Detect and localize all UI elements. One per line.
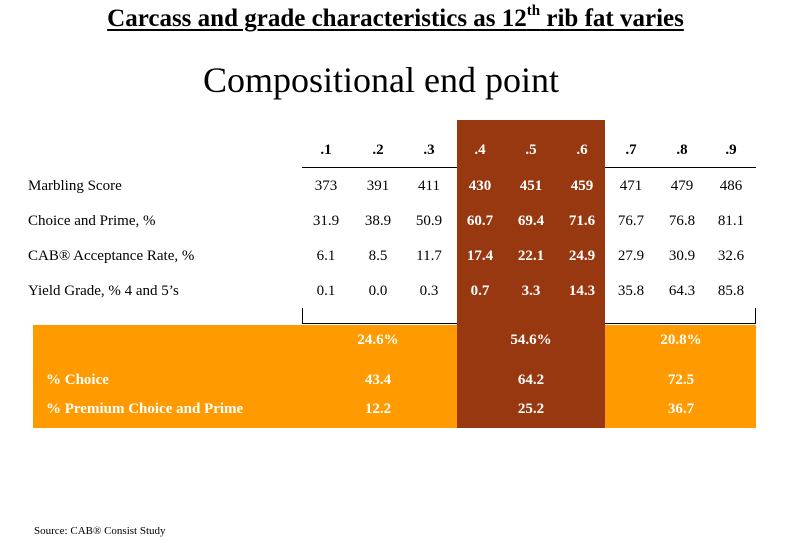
- column-header: .4: [474, 142, 486, 158]
- column-header: .2: [372, 142, 384, 158]
- table-cell: 71.6: [568, 213, 596, 229]
- row-label-yield-grade: Yield Grade, % 4 and 5’s: [28, 283, 179, 299]
- column-header: .5: [525, 142, 537, 158]
- summary-cell: 64.2: [517, 372, 545, 388]
- share-low: 24.6%: [357, 332, 399, 348]
- table-cell: 430: [468, 178, 492, 194]
- table-cell: 0.7: [470, 283, 490, 299]
- row-label-marbling: Marbling Score: [28, 178, 122, 194]
- column-header: .8: [676, 142, 688, 158]
- summary-cell: 25.2: [517, 401, 545, 417]
- table-cell: 0.1: [316, 283, 336, 299]
- column-header: .6: [576, 142, 588, 158]
- header-rule-left: [302, 167, 457, 168]
- table-cell: 60.7: [466, 213, 494, 229]
- share-high: 20.8%: [660, 332, 702, 348]
- column-header: .3: [423, 142, 435, 158]
- column-header: .7: [625, 142, 637, 158]
- table-cell: 38.9: [364, 213, 392, 229]
- summary-band-right: [605, 325, 756, 428]
- bracket-right-tick: [755, 308, 756, 324]
- table-cell: 32.6: [717, 248, 745, 264]
- table-cell: 24.9: [568, 248, 596, 264]
- table-cell: 64.3: [668, 283, 696, 299]
- table-cell: 6.1: [316, 248, 336, 264]
- table-cell: 3.3: [521, 283, 541, 299]
- table-cell: 479: [670, 178, 694, 194]
- bracket-left-tick: [302, 308, 303, 324]
- table-cell: 11.7: [416, 248, 442, 264]
- table-cell: 459: [570, 178, 594, 194]
- row-label-choice-prime: Choice and Prime, %: [28, 213, 156, 229]
- summary-label-choice: % Choice: [46, 372, 109, 388]
- summary-band-left: [33, 325, 457, 428]
- summary-cell: 36.7: [667, 401, 695, 417]
- table-cell: 411: [418, 178, 440, 194]
- table-cell: 14.3: [568, 283, 596, 299]
- summary-cell: 43.4: [364, 372, 392, 388]
- table-cell: 17.4: [466, 248, 494, 264]
- table-cell: 76.7: [617, 213, 645, 229]
- bracket-right: [605, 323, 756, 324]
- bracket-left: [302, 323, 457, 324]
- summary-label-premium: % Premium Choice and Prime: [46, 401, 244, 417]
- table-cell: 391: [366, 178, 390, 194]
- row-label-cab-acceptance: CAB® Acceptance Rate, %: [28, 248, 195, 264]
- table-cell: 27.9: [617, 248, 645, 264]
- table-cell: 30.9: [668, 248, 696, 264]
- header-rule-right: [605, 167, 756, 168]
- summary-cell: 12.2: [364, 401, 392, 417]
- table-cell: 85.8: [717, 283, 745, 299]
- table-cell: 69.4: [517, 213, 545, 229]
- slide-title: Carcass and grade characteristics as 12t…: [107, 2, 684, 32]
- table-cell: 486: [719, 178, 743, 194]
- column-header: .9: [725, 142, 737, 158]
- table-cell: 22.1: [517, 248, 545, 264]
- table-cell: 451: [519, 178, 543, 194]
- table-cell: 0.0: [368, 283, 388, 299]
- table-cell: 0.3: [419, 283, 439, 299]
- highlight-band: [457, 120, 605, 428]
- table-cell: 373: [314, 178, 338, 194]
- slide-subtitle: Compositional end point: [203, 60, 559, 100]
- table-cell: 471: [619, 178, 643, 194]
- table-cell: 50.9: [415, 213, 443, 229]
- share-mid: 54.6%: [510, 332, 552, 348]
- summary-cell: 72.5: [667, 372, 695, 388]
- table-cell: 76.8: [668, 213, 696, 229]
- source-note: Source: CAB® Consist Study: [34, 525, 166, 537]
- table-cell: 81.1: [717, 213, 745, 229]
- table-cell: 8.5: [368, 248, 388, 264]
- column-header: .1: [320, 142, 332, 158]
- table-cell: 31.9: [312, 213, 340, 229]
- table-cell: 35.8: [617, 283, 645, 299]
